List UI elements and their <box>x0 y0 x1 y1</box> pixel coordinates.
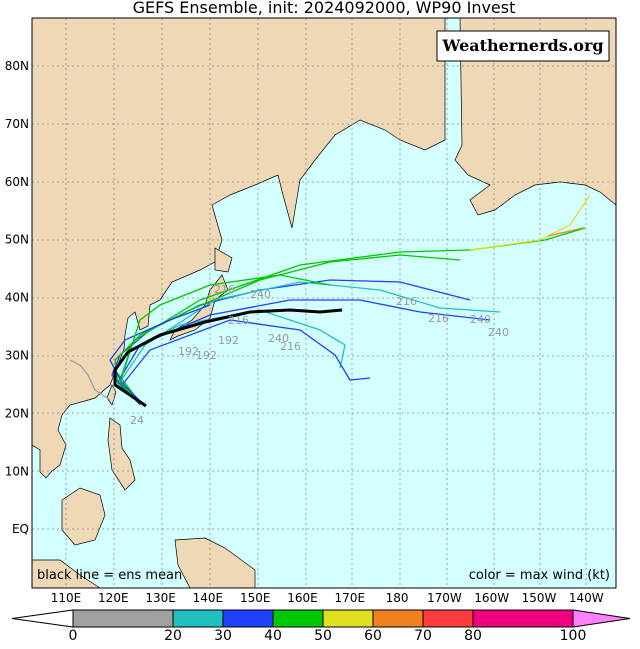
colorbar-tick-label: 80 <box>464 628 482 644</box>
brand-box <box>436 30 610 62</box>
lon-label: 110E <box>51 591 82 605</box>
lat-label: 50N <box>5 233 29 247</box>
lat-label: 80N <box>5 59 29 73</box>
lat-label: 60N <box>5 175 29 189</box>
map: Weathernerds.org black line = ens mean c… <box>31 17 617 589</box>
ensemble-mean-track <box>113 308 343 408</box>
colorbar-tick-label: 100 <box>560 628 587 644</box>
colorbar-segment <box>472 609 574 628</box>
note: color = max wind (kt) <box>469 568 610 583</box>
lon-label: 140E <box>193 591 224 605</box>
land <box>454 17 617 216</box>
colorbar-over <box>572 609 631 628</box>
colorbar-under <box>11 609 74 628</box>
map-frame <box>31 17 617 589</box>
lon-label: 180 <box>386 591 409 605</box>
track-label: 216 <box>396 295 417 308</box>
lon-label: 150W <box>522 591 557 605</box>
colorbar-segment <box>322 609 374 628</box>
colorbar-tick-label: 30 <box>214 628 232 644</box>
track-label: 192 <box>218 334 239 347</box>
colorbar-tick-label: 40 <box>264 628 282 644</box>
lon-label: 160W <box>474 591 509 605</box>
lon-label: 150E <box>240 591 271 605</box>
track-label: 240 <box>250 288 271 301</box>
colorbar-segment <box>172 609 224 628</box>
lon-label: 120E <box>98 591 129 605</box>
track-label: 216 <box>228 314 249 327</box>
track-label: 216 <box>280 340 301 353</box>
colorbar-segment <box>72 609 174 628</box>
lat-label: 70N <box>5 117 29 131</box>
lon-label: 160E <box>287 591 318 605</box>
track-label: 240 <box>488 326 509 339</box>
track-label: 192 <box>196 349 217 362</box>
track-label: 240 <box>470 313 491 326</box>
colorbar-tick-label: 20 <box>164 628 182 644</box>
land <box>61 487 106 546</box>
track-label: 24 <box>130 414 144 427</box>
title: GEFS Ensemble, init: 2024092000, WP90 In… <box>133 0 516 17</box>
lon-label: 170E <box>335 591 366 605</box>
track-label: 192 <box>178 345 199 358</box>
note: black line = ens mean <box>37 568 182 583</box>
lon-label: 170W <box>427 591 462 605</box>
lat-label: 20N <box>5 406 29 420</box>
land <box>107 417 136 491</box>
lat-label: EQ <box>12 522 29 536</box>
grid <box>32 18 616 588</box>
land <box>174 537 256 589</box>
colorbar-segment <box>422 609 474 628</box>
colorbar-segment <box>272 609 324 628</box>
colorbar-segment <box>222 609 274 628</box>
colorbar-tick-label: 60 <box>364 628 382 644</box>
brand: Weathernerds.org <box>441 36 603 55</box>
colorbar-segment <box>372 609 424 628</box>
colorbar-tick-label: 70 <box>414 628 432 644</box>
track-label: 216 <box>428 312 449 325</box>
colorbar-tick-label: 0 <box>69 628 78 644</box>
lon-label: 130E <box>145 591 176 605</box>
lon-label: 140W <box>569 591 604 605</box>
track-label: 216 <box>214 283 235 296</box>
colorbar-tick-label: 50 <box>314 628 332 644</box>
track-label: 240 <box>268 332 289 345</box>
land <box>214 247 233 273</box>
lat-label: 30N <box>5 349 29 363</box>
lat-label: 10N <box>5 464 29 478</box>
lat-label: 40N <box>5 291 29 305</box>
